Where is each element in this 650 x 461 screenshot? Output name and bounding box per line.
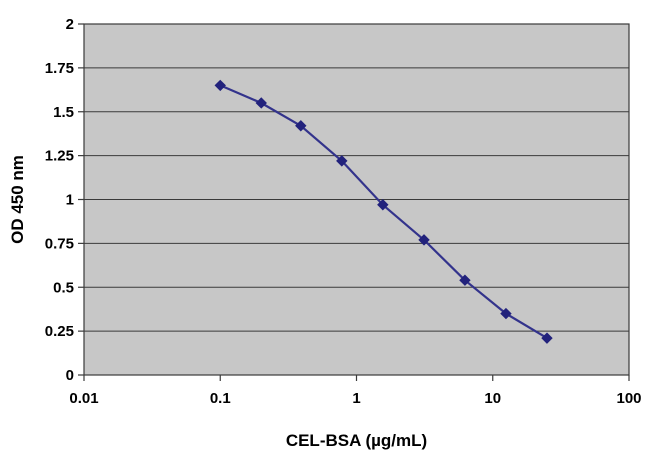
x-axis-title: CEL-BSA (µg/mL): [285, 431, 428, 450]
y-tick-label: 0: [66, 367, 74, 384]
y-tick-label: 0.5: [53, 279, 74, 296]
data-point-marker-12.5: [500, 307, 512, 320]
data-point-marker-25: [541, 332, 553, 344]
data-point-marker-1.56: [377, 199, 389, 211]
x-tick-label: 10: [484, 390, 501, 407]
y-tick-label: 1.5: [53, 104, 74, 121]
data-point-marker-3.13: [418, 234, 430, 246]
data-point-marker-0.2: [255, 97, 267, 109]
y-tick-label: 1.25: [45, 148, 74, 165]
data-point-marker-6.25: [459, 274, 471, 286]
data-point-marker-0.39: [295, 120, 307, 132]
y-tick-label: 1.75: [45, 60, 74, 77]
x-tick-label: 1: [352, 390, 360, 407]
y-tick-label: 0.25: [45, 323, 74, 340]
x-tick-label: 0.01: [69, 390, 98, 407]
data-point-marker-0.1: [214, 79, 226, 92]
y-tick-label: 0.75: [45, 235, 74, 252]
y-tick-label: 2: [66, 16, 74, 33]
x-tick-label: 0.1: [210, 390, 231, 407]
y-tick-label: 1: [66, 192, 74, 209]
x-tick-label: 100: [616, 390, 641, 407]
y-axis-title: OD 450 nm: [8, 155, 27, 244]
data-point-marker-0.78: [336, 155, 348, 167]
